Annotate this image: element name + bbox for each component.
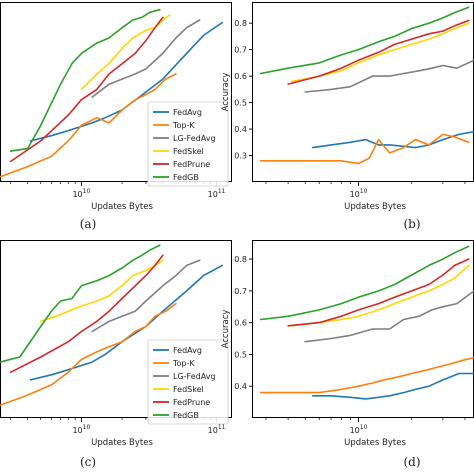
x-axis-label: Updates Bytes [344, 202, 406, 212]
y-tick-label: 0.7 [234, 46, 247, 55]
series-line-lg-fedavg [91, 259, 201, 333]
plot-area [259, 245, 474, 400]
y-tick-label: 0.7 [234, 287, 247, 296]
legend-entry: FedGB [173, 411, 199, 420]
plot-area [0, 244, 223, 407]
x-tick-label: 1011 [208, 424, 226, 435]
axes-frame [252, 2, 474, 182]
panel-d: 1010 0.4 0.5 0.6 0.7 0.8 Accuracy Updates Bytes… [221, 240, 474, 469]
series-line-top-k [0, 73, 177, 178]
series-line-fedprune [287, 258, 470, 327]
y-tick-label: 0.8 [234, 19, 247, 28]
plot-area [0, 8, 223, 178]
series-line-fedprune [287, 19, 470, 85]
y-tick-label: 0.4 [234, 382, 247, 391]
panel-caption: (a) [80, 217, 97, 231]
legend-entry: FedAvg [173, 108, 202, 117]
series-line-fedskel [80, 14, 171, 91]
series-line-top-k [259, 356, 474, 394]
legend-entry: Top-K [172, 121, 195, 130]
x-axis-label: Updates Bytes [344, 438, 406, 448]
legend-entry: FedSkel [173, 385, 204, 394]
x-axis-label: Updates Bytes [91, 202, 153, 212]
x-axis-label: Updates Bytes [91, 438, 153, 448]
panel-a: 1010 1011 Updates Bytes FedAvg Top-K LG-FedAv… [0, 2, 232, 231]
axes-frame [0, 2, 232, 182]
x-tick-label: 1010 [350, 188, 368, 199]
series-line-top-k [259, 133, 470, 165]
series-line-fedavg [311, 130, 474, 149]
series-line-fedgb [259, 245, 470, 321]
y-tick-label: 0.6 [234, 319, 247, 328]
x-tick-label: 1010 [72, 424, 90, 435]
series-line-fedgb [0, 244, 161, 363]
legend: FedAvg Top-K LG-FedAvg FedSkel FedPrune FedGB [147, 339, 229, 425]
axes-frame [252, 240, 474, 418]
legend-entry: FedAvg [173, 346, 202, 355]
panel-b: 1010 0.3 0.4 0.5 0.6 0.7 0.8 Accuracy Updates By… [221, 2, 474, 231]
y-axis-label: Accuracy [221, 73, 231, 112]
panel-caption: (d) [403, 455, 420, 469]
y-tick-label: 0.3 [234, 152, 247, 161]
y-tick-label: 0.6 [234, 72, 247, 81]
legend-box [147, 101, 229, 187]
panel-caption: (b) [403, 217, 420, 231]
panel-caption: (c) [80, 455, 96, 469]
axes-frame [0, 240, 232, 418]
series-line-top-k [0, 302, 177, 407]
series-line-fedskel [290, 22, 470, 83]
y-tick-label: 0.5 [234, 350, 247, 359]
legend-entry: FedPrune [173, 160, 210, 169]
panel-c: 1010 1011 Updates Bytes FedAvg Top-K LG-FedAv… [0, 240, 232, 469]
x-tick-label: 1010 [350, 424, 368, 435]
y-axis-label: Accuracy [221, 310, 231, 349]
series-line-fedprune [9, 16, 164, 163]
legend-entry: LG-FedAvg [173, 134, 216, 143]
legend-entry: Top-K [172, 359, 195, 368]
y-tick-label: 0.5 [234, 99, 247, 108]
legend-entry: FedPrune [173, 398, 210, 407]
series-line-fedprune [9, 254, 164, 374]
series-line-lg-fedavg [304, 59, 474, 93]
y-tick-label: 0.4 [234, 125, 247, 134]
series-line-fedgb [9, 8, 161, 152]
series-line-lg-fedavg [91, 19, 201, 98]
series-line-fedavg [311, 372, 474, 400]
x-tick-label: 1010 [72, 188, 90, 199]
series-line-fedgb [259, 6, 470, 75]
plot-area [259, 6, 474, 165]
legend-entry: LG-FedAvg [173, 372, 216, 381]
series-line-lg-fedavg [304, 290, 474, 343]
legend-entry: FedSkel [173, 147, 204, 156]
series-line-fedskel [290, 264, 470, 327]
legend-entry: FedGB [173, 173, 199, 182]
series-line-fedskel [39, 259, 164, 323]
y-tick-label: 0.8 [234, 255, 247, 264]
legend: FedAvg Top-K LG-FedAvg FedSkel FedPrune FedGB [147, 101, 229, 187]
legend-box [147, 339, 229, 425]
x-tick-label: 1011 [208, 188, 226, 199]
